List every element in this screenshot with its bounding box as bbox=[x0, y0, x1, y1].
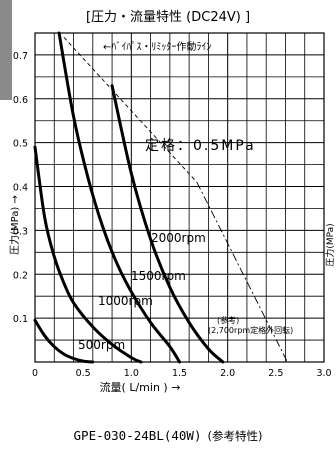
y-tick-label: 0.1 bbox=[13, 314, 28, 325]
series-line-500rpm bbox=[33, 318, 95, 364]
x-tick-label: 2.5 bbox=[268, 368, 283, 379]
relief-line-label: ←ﾊﾞｲﾊﾟｽ・ﾘﾐｯﾀｰ作動ﾗｲﾝ bbox=[103, 40, 211, 53]
rated-label: 定格：0.5MPa bbox=[145, 138, 256, 154]
y-axis-label: 圧力(MPa) → bbox=[8, 195, 21, 255]
bypass-relief-line bbox=[63, 37, 198, 183]
series-line-1000rpm bbox=[33, 145, 143, 364]
y-tick-labels: 0.1 0.2 0.3 0.4 0.5 0.6 0.7 bbox=[13, 51, 28, 325]
x-tick-labels: 0 0.5 1.0 1.5 2.0 2.5 3.0 bbox=[32, 368, 332, 379]
reference-note: (参考特性) bbox=[207, 429, 263, 443]
y-tick-label: 0.2 bbox=[13, 270, 28, 281]
x-axis-label: 流量( L/min ) → bbox=[100, 380, 181, 394]
reference-label-detail: (2,700rpm定格外回転) bbox=[208, 325, 293, 335]
reference-label: (参考) bbox=[217, 315, 239, 325]
x-tick-label: 0.5 bbox=[76, 368, 91, 379]
rated-2700rpm-line bbox=[196, 181, 288, 363]
grid bbox=[34, 32, 325, 363]
reference-lines bbox=[63, 37, 288, 363]
model-name: GPE-030-24BL(40W) bbox=[73, 428, 202, 443]
series-label-500rpm: 500rpm bbox=[78, 338, 125, 352]
x-tick-label: 3.0 bbox=[316, 368, 331, 379]
y-tick-label: 0.4 bbox=[13, 183, 28, 194]
right-axis-label-fragment: 圧力(MPa) bbox=[324, 223, 336, 266]
y-tick-label: 0.6 bbox=[13, 95, 28, 106]
x-tick-label: 1.5 bbox=[172, 368, 187, 379]
plot-frame bbox=[34, 32, 325, 363]
series-label-2000rpm: 2000rpm bbox=[151, 231, 206, 245]
y-tick-label: 0.5 bbox=[13, 139, 28, 150]
y-tick-label: 0.7 bbox=[13, 51, 28, 62]
series-lines bbox=[33, 31, 225, 364]
series-line-1500rpm bbox=[57, 31, 181, 364]
side-tab bbox=[0, 0, 12, 100]
series-label-1000rpm: 1000rpm bbox=[98, 294, 153, 308]
footer-caption: GPE-030-24BL(40W) (参考特性) bbox=[0, 428, 336, 444]
x-tick-label: 2.0 bbox=[220, 368, 235, 379]
x-tick-label: 1.0 bbox=[124, 368, 139, 379]
annotations: ←ﾊﾞｲﾊﾟｽ・ﾘﾐｯﾀｰ作動ﾗｲﾝ 定格：0.5MPa 2000rpm 150… bbox=[78, 40, 293, 352]
x-tick-label: 0 bbox=[32, 368, 38, 379]
y-tick-label: 0.3 bbox=[13, 226, 28, 237]
series-label-1500rpm: 1500rpm bbox=[131, 269, 186, 283]
series-line-2000rpm bbox=[110, 84, 225, 364]
chart-title: [圧力・流量特性 (DC24V) ] bbox=[86, 10, 250, 25]
